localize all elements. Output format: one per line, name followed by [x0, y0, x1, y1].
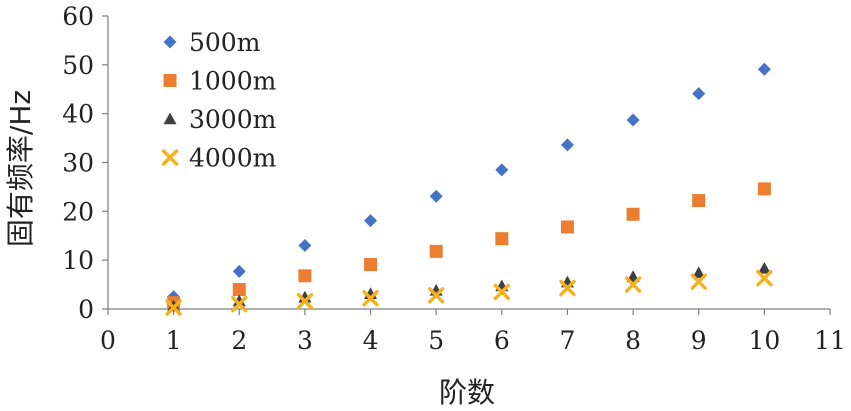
legend-item-3000m: 3000m — [163, 105, 277, 134]
series-500m — [167, 62, 771, 304]
legend-marker-1000m — [163, 74, 177, 87]
data-point-4000m — [165, 299, 182, 316]
series-1000m — [167, 182, 771, 310]
y-tick-label: 20 — [62, 197, 94, 226]
data-point-1000m — [560, 220, 574, 234]
x-tick-label: 5 — [428, 326, 444, 355]
data-point-3000m — [692, 266, 706, 279]
x-tick-label: 0 — [100, 326, 116, 355]
data-point-1000m — [298, 269, 312, 283]
x-tick-label: 9 — [691, 326, 707, 355]
legend-label: 3000m — [189, 105, 277, 134]
data-point-4000m — [362, 290, 379, 307]
x-tick-label: 8 — [625, 326, 641, 355]
data-point-500m — [364, 214, 378, 228]
data-point-4000m — [296, 292, 314, 310]
data-point-500m — [429, 189, 443, 203]
data-point-500m — [495, 163, 509, 177]
y-axis-title: 固有频率/Hz — [4, 90, 37, 247]
x-tick-labels: 0 1 2 3 4 5 6 7 8 9 10 11 — [100, 326, 846, 355]
data-point-4000m — [427, 287, 445, 304]
data-point-500m — [626, 113, 640, 127]
data-point-1000m — [364, 258, 378, 272]
data-point-500m — [298, 239, 312, 253]
x-tick-label: 6 — [494, 326, 510, 355]
x-tick-label: 7 — [560, 326, 576, 355]
y-tick-label: 30 — [62, 149, 94, 178]
y-tick-labels: 0 10 20 30 40 50 60 — [62, 2, 94, 324]
data-point-3000m — [757, 261, 771, 274]
data-point-1000m — [495, 232, 509, 246]
data-point-1000m — [692, 194, 706, 208]
legend-item-1000m: 1000m — [163, 67, 277, 96]
legend-item-500m: 500m — [163, 28, 261, 57]
legend-label: 1000m — [189, 67, 277, 96]
x-axis-title: 阶数 — [439, 376, 495, 409]
data-point-3000m — [232, 294, 246, 307]
data-point-1000m — [232, 282, 246, 296]
x-tick-label: 11 — [814, 326, 846, 355]
x-tick-label: 10 — [748, 326, 780, 355]
data-points — [165, 62, 773, 316]
data-point-1000m — [757, 182, 771, 196]
legend-marker-500m — [163, 35, 177, 49]
data-point-4000m — [493, 283, 511, 301]
data-point-500m — [757, 62, 771, 76]
x-tick-label: 4 — [363, 326, 379, 355]
y-tick-label: 0 — [78, 295, 94, 324]
data-point-4000m — [624, 276, 642, 293]
legend: 500m 1000m 3000m 4000m — [161, 28, 277, 173]
series-3000m — [167, 261, 771, 312]
y-tick-label: 60 — [62, 2, 94, 31]
x-tick-label: 1 — [166, 326, 182, 355]
legend-label: 4000m — [189, 144, 277, 173]
axes — [102, 15, 831, 315]
data-point-4000m — [559, 279, 576, 297]
legend-item-4000m: 4000m — [161, 144, 277, 173]
data-point-500m — [692, 87, 706, 101]
legend-marker-4000m — [161, 149, 179, 166]
data-point-4000m — [231, 295, 248, 313]
y-tick-label: 40 — [62, 100, 94, 129]
data-point-1000m — [429, 244, 443, 258]
series-4000m — [165, 270, 773, 316]
x-tick-label: 3 — [297, 326, 313, 355]
data-point-1000m — [626, 207, 640, 221]
y-tick-label: 50 — [62, 51, 94, 80]
legend-label: 500m — [189, 28, 261, 57]
data-point-4000m — [690, 273, 707, 290]
x-tick-label: 2 — [231, 326, 247, 355]
data-point-500m — [232, 264, 246, 278]
y-tick-label: 10 — [62, 246, 94, 275]
legend-marker-3000m — [163, 112, 177, 125]
data-point-4000m — [756, 270, 773, 287]
data-point-500m — [560, 138, 574, 152]
